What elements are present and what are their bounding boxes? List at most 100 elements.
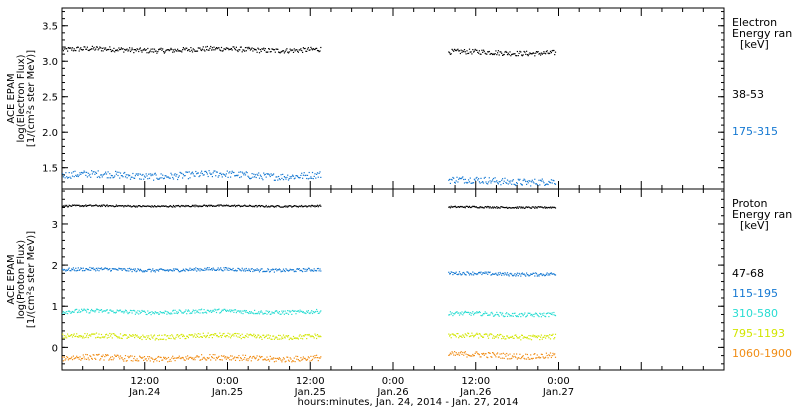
data-point [315,310,317,313]
x-tick-label: 12:00 [130,376,159,387]
data-point [189,177,191,179]
data-point [254,336,256,338]
data-point [457,312,459,314]
data-point [89,355,91,357]
data-point [450,337,452,339]
data-point [179,50,181,52]
data-point [96,269,98,271]
data-point [513,353,515,355]
data-point [270,173,272,175]
data-point [230,359,232,361]
data-point [210,309,212,312]
data-point [100,358,102,360]
data-point [478,272,480,274]
data-point [487,273,489,275]
data-point [538,275,540,277]
data-point [134,310,136,312]
series-points [62,204,557,209]
data-point [508,337,510,339]
data-point [273,357,275,359]
data-point [119,172,122,174]
data-point [222,270,224,272]
data-point [146,52,148,54]
data-point [103,268,105,270]
data-point [479,311,481,314]
data-point [94,333,96,335]
data-point [220,172,222,174]
data-point [138,173,140,175]
data-point [240,270,242,272]
data-point [201,336,203,338]
data-point [167,49,170,51]
data-point [448,271,450,273]
data-point [303,48,305,50]
data-point [455,180,457,182]
data-point [142,356,144,358]
data-point [458,337,460,339]
data-point [206,49,208,51]
data-point [181,357,183,359]
data-point [315,334,317,337]
data-point [191,312,193,314]
data-point [255,357,257,359]
data-point [191,334,193,336]
data-point [202,46,204,48]
data-point [155,206,157,208]
data-point [465,53,467,55]
data-point [513,183,515,185]
data-point [114,268,116,270]
data-point [477,207,479,209]
data-point [157,356,159,358]
data-point [197,172,199,174]
data-point [449,354,451,356]
data-point [71,269,74,271]
data-point [244,311,247,313]
data-point [108,336,110,338]
data-point [290,310,292,312]
data-point [160,268,162,270]
data-point [71,356,73,358]
data-point [234,356,236,358]
data-point [239,206,242,208]
data-point [79,205,81,208]
data-point [65,335,67,337]
y-axis-label: ACE EPAM [6,73,17,123]
data-point [472,271,474,273]
data-point [537,51,539,53]
data-point [131,47,133,49]
data-point [285,178,287,180]
data-point [280,51,282,53]
data-point [495,336,497,338]
data-point [549,355,551,357]
data-point [86,268,88,270]
data-point [115,312,117,314]
data-point [72,50,74,52]
data-point [234,309,236,311]
data-point [278,334,280,336]
data-point [93,46,95,49]
data-point [196,270,198,272]
data-point [264,358,266,360]
data-point [225,310,227,312]
data-point [487,314,490,316]
data-point [549,274,551,276]
data-point [149,360,151,362]
data-point [127,174,129,176]
data-point [311,204,313,206]
data-point [158,268,160,270]
data-point [198,309,200,311]
data-point [249,177,251,180]
data-point [119,205,121,207]
data-point [193,49,195,51]
data-point [530,335,532,337]
data-point [488,352,490,354]
data-point [519,273,521,275]
data-point [124,268,126,270]
data-point [181,204,183,207]
data-point [220,355,223,357]
data-point [149,50,151,52]
data-point [469,177,471,179]
data-point [171,313,173,315]
data-point [62,360,64,362]
data-point [460,274,462,276]
